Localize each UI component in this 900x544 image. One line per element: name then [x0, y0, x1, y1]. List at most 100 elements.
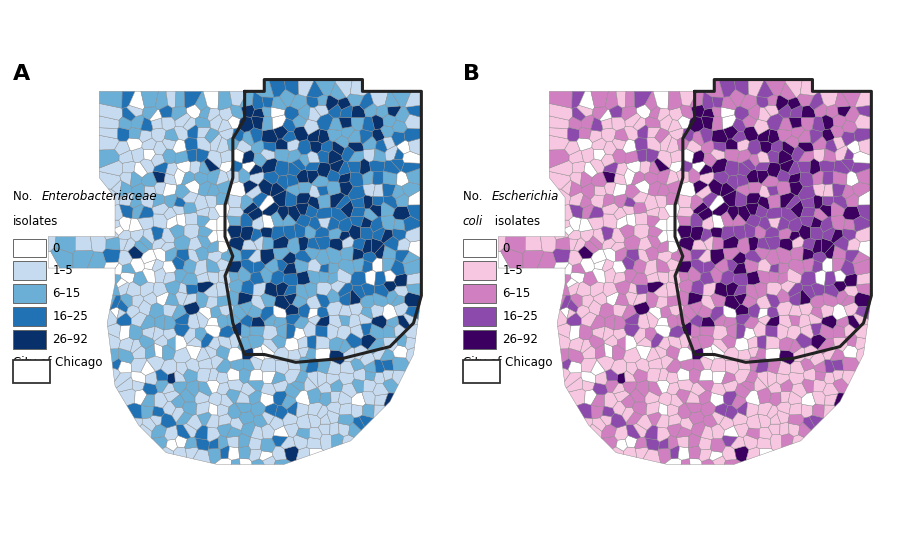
Polygon shape — [660, 133, 672, 151]
Polygon shape — [698, 249, 711, 263]
Polygon shape — [361, 283, 375, 296]
Polygon shape — [658, 208, 670, 220]
Polygon shape — [119, 217, 131, 231]
Polygon shape — [615, 128, 628, 141]
Polygon shape — [676, 290, 689, 306]
Polygon shape — [344, 348, 356, 362]
Polygon shape — [582, 204, 594, 219]
Polygon shape — [363, 252, 377, 263]
Polygon shape — [394, 274, 407, 286]
Polygon shape — [169, 225, 184, 239]
Polygon shape — [704, 261, 715, 273]
Polygon shape — [602, 406, 615, 417]
Polygon shape — [112, 368, 121, 382]
Polygon shape — [217, 217, 230, 231]
Polygon shape — [238, 446, 251, 459]
Polygon shape — [229, 272, 238, 282]
Polygon shape — [321, 140, 332, 152]
Polygon shape — [658, 337, 670, 350]
Polygon shape — [626, 363, 638, 375]
Polygon shape — [406, 347, 415, 363]
Polygon shape — [122, 161, 135, 173]
Polygon shape — [589, 335, 605, 349]
Polygon shape — [164, 208, 176, 220]
Polygon shape — [653, 284, 668, 297]
Polygon shape — [249, 449, 262, 461]
Polygon shape — [777, 410, 789, 423]
Polygon shape — [701, 140, 714, 154]
Polygon shape — [810, 349, 825, 366]
Polygon shape — [207, 427, 220, 442]
Polygon shape — [327, 301, 343, 316]
Polygon shape — [163, 261, 176, 273]
Polygon shape — [404, 292, 421, 307]
Polygon shape — [362, 116, 374, 132]
Polygon shape — [173, 139, 186, 153]
Polygon shape — [262, 424, 274, 438]
Text: 0: 0 — [502, 242, 509, 255]
Polygon shape — [602, 238, 616, 249]
Polygon shape — [568, 127, 580, 141]
Polygon shape — [99, 160, 122, 176]
Polygon shape — [155, 314, 166, 330]
Polygon shape — [767, 113, 783, 131]
Polygon shape — [342, 146, 355, 162]
Bar — [13, 239, 46, 257]
Polygon shape — [204, 219, 217, 231]
Polygon shape — [735, 384, 751, 399]
Polygon shape — [209, 392, 221, 406]
Polygon shape — [198, 127, 211, 138]
Polygon shape — [284, 225, 296, 240]
Polygon shape — [779, 337, 794, 351]
Polygon shape — [218, 296, 231, 307]
Polygon shape — [383, 379, 398, 393]
Polygon shape — [382, 304, 398, 320]
Polygon shape — [119, 389, 135, 406]
Polygon shape — [700, 326, 715, 336]
Polygon shape — [789, 373, 805, 385]
Polygon shape — [691, 324, 700, 337]
Polygon shape — [704, 79, 724, 97]
Polygon shape — [779, 422, 789, 435]
Polygon shape — [195, 246, 209, 261]
Polygon shape — [709, 195, 725, 212]
Polygon shape — [314, 105, 328, 116]
Polygon shape — [823, 129, 834, 141]
Polygon shape — [208, 337, 220, 350]
Polygon shape — [761, 175, 778, 187]
Polygon shape — [240, 213, 253, 227]
Polygon shape — [395, 250, 410, 263]
Polygon shape — [228, 403, 241, 419]
Polygon shape — [339, 182, 353, 195]
Polygon shape — [788, 161, 801, 175]
Polygon shape — [365, 371, 376, 381]
Polygon shape — [383, 325, 395, 338]
Polygon shape — [339, 403, 352, 415]
Polygon shape — [626, 249, 639, 262]
Polygon shape — [691, 422, 706, 437]
Polygon shape — [232, 149, 244, 163]
Polygon shape — [601, 154, 616, 167]
Polygon shape — [832, 114, 846, 127]
Polygon shape — [304, 376, 317, 391]
Polygon shape — [591, 394, 605, 407]
Polygon shape — [734, 79, 749, 95]
Polygon shape — [319, 271, 329, 282]
Polygon shape — [760, 449, 773, 455]
Polygon shape — [283, 118, 296, 132]
Polygon shape — [855, 306, 870, 319]
Polygon shape — [569, 116, 581, 130]
Polygon shape — [338, 259, 355, 275]
Polygon shape — [143, 383, 158, 395]
Polygon shape — [220, 394, 234, 407]
Polygon shape — [644, 449, 661, 463]
Polygon shape — [835, 145, 848, 160]
Polygon shape — [682, 149, 694, 163]
Polygon shape — [715, 258, 729, 273]
Polygon shape — [298, 182, 311, 193]
Polygon shape — [734, 274, 748, 286]
Polygon shape — [153, 248, 166, 262]
Polygon shape — [572, 107, 586, 121]
Polygon shape — [248, 437, 262, 450]
Polygon shape — [754, 120, 770, 135]
